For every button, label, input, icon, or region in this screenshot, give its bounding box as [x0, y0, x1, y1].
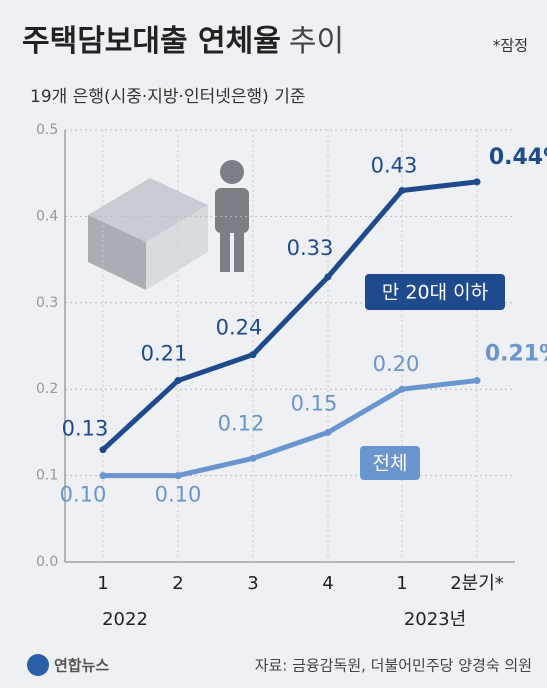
y-tick-label: 0.3 — [36, 295, 58, 311]
x-tick-label: 2분기* — [450, 573, 504, 594]
logo: 연합뉴스 — [54, 657, 109, 675]
line — [101, 179, 478, 452]
point — [398, 385, 406, 393]
y-tick-label: 0.2 — [36, 381, 58, 397]
data-label: 0.15 — [291, 391, 338, 415]
subtitle: 19개 은행(시중·지방·인터넷은행) 기준 — [30, 87, 305, 107]
point — [324, 428, 332, 436]
point — [473, 377, 481, 385]
point — [324, 273, 332, 281]
data-label: 0.20 — [373, 352, 420, 376]
point — [249, 454, 257, 462]
point — [398, 186, 406, 194]
data-label: 0.13 — [62, 417, 109, 441]
x-tick-label: 4 — [322, 573, 333, 594]
legend-label: 만 20대 이하 — [382, 282, 488, 304]
illustration — [88, 160, 249, 290]
title-light: 추이 — [289, 24, 344, 59]
data-label: 0.24 — [216, 316, 263, 340]
data-label: 0.10 — [155, 483, 202, 507]
line — [103, 378, 478, 479]
y-tick-label: 0.0 — [36, 554, 58, 570]
point — [473, 178, 481, 186]
chart-title: 주택담보대출 연체율 추이 — [22, 24, 344, 59]
group-label: 2023년 — [404, 609, 466, 630]
x-tick-label: 1 — [97, 573, 108, 594]
data-label: 0.10 — [60, 483, 107, 507]
data-label: 0.21 — [141, 342, 188, 366]
point — [174, 472, 182, 480]
legend-box — [365, 274, 505, 310]
y-tick-label: 0.5 — [36, 122, 58, 138]
note: *잠정 — [493, 37, 528, 55]
x-tick-label: 3 — [247, 573, 258, 594]
data-label: 0.33 — [287, 236, 334, 260]
y-tick-label: 0.4 — [36, 208, 58, 224]
data-label: 0.44% — [489, 145, 547, 170]
point — [99, 472, 107, 480]
x-tick-label: 2 — [172, 573, 183, 594]
title-main: 주택담보대출 연체율 — [22, 24, 281, 59]
point — [99, 446, 107, 454]
logo-group: 연합뉴스 — [27, 654, 109, 676]
legend-box — [360, 446, 420, 480]
legend-label: 전체 — [373, 453, 408, 475]
group-label: 2022 — [102, 609, 148, 630]
point — [174, 377, 182, 385]
source: 자료: 금융감독원, 더불어민주당 양경숙 의원 — [255, 657, 532, 675]
data-label: 0.12 — [218, 411, 265, 435]
data-label: 0.21% — [485, 342, 547, 367]
data-label: 0.43 — [371, 153, 418, 177]
y-tick-label: 0.1 — [36, 468, 58, 484]
point — [249, 351, 257, 359]
x-tick-label: 1 — [396, 573, 407, 594]
